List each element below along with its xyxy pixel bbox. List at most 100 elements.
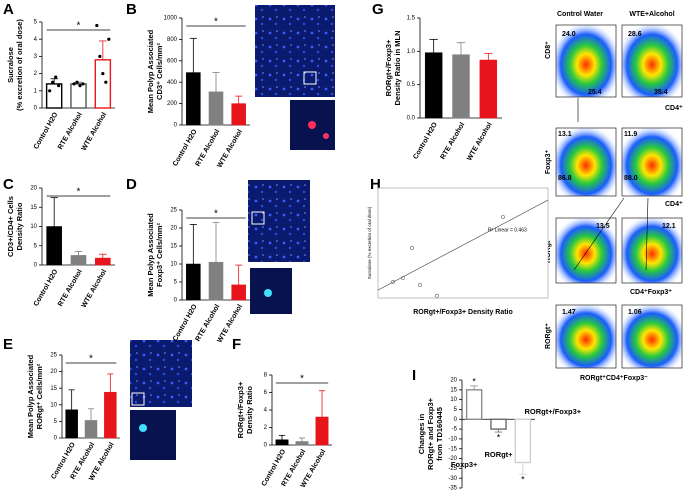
x-tick-label: Control H2O — [412, 121, 439, 161]
y-tick-label: 4 — [34, 37, 38, 43]
y-tick-label: 1.5 — [407, 16, 416, 22]
value-annotation: * — [497, 432, 501, 442]
flow-xlabel: CD4⁺ — [665, 105, 683, 112]
y-axis-label: CD3+/CD4+ Cells — [6, 196, 15, 257]
bar — [104, 391, 117, 439]
y-axis-label: RORgt+/Foxp3+ — [384, 39, 393, 96]
point — [418, 283, 422, 287]
y-tick-label: 600 — [167, 58, 178, 64]
y-tick-label: 6 — [264, 390, 268, 396]
bar — [94, 59, 112, 109]
gate: 28.6 — [628, 31, 642, 38]
y-tick-label: -35 — [448, 486, 457, 492]
annotation: R² Linear = 0.463 — [488, 227, 527, 233]
y-tick-label: 0 — [54, 436, 58, 442]
micrograph-b — [255, 5, 335, 150]
x-tick-label: RTE Alcohol — [195, 128, 222, 167]
y-tick-label: 20 — [50, 369, 57, 375]
y-axis-label: Density Ratio — [245, 386, 254, 434]
point — [95, 23, 99, 28]
y-tick-label: 20 — [170, 226, 177, 232]
bar — [275, 439, 289, 446]
panel-letter: D — [126, 176, 137, 193]
y-tick-label: 0 — [264, 443, 268, 449]
point — [391, 280, 395, 284]
y-tick-label: 800 — [167, 37, 178, 43]
bar — [424, 52, 443, 119]
y-tick-label: 2 — [34, 71, 38, 77]
y-axis-label: Sucralose (% excretion of oral dose) — [367, 206, 372, 279]
y-tick-label: 1000 — [164, 16, 178, 22]
x-tick-label: WTE Alcohol — [81, 268, 109, 309]
panel-letter: C — [3, 176, 14, 193]
point — [401, 276, 405, 280]
bar — [208, 261, 224, 301]
flow-plots — [555, 24, 683, 369]
flow-ylabel: RORgt⁺ — [545, 237, 552, 263]
flow-xlabel: CD4⁺Foxp3⁺ — [630, 289, 672, 296]
y-tick-label: 0 — [174, 123, 178, 129]
significance: * — [300, 374, 304, 385]
bar — [315, 416, 329, 446]
y-tick-label: 0.0 — [407, 116, 416, 122]
y-tick-label: 2 — [264, 425, 268, 431]
micrograph-d — [248, 180, 310, 314]
bar — [479, 59, 498, 119]
y-tick-label: 10 — [50, 402, 57, 408]
bar — [295, 441, 309, 446]
significance: * — [89, 354, 93, 365]
y-tick-label: 15 — [170, 244, 177, 250]
y-tick-label: 15 — [450, 387, 457, 393]
gate: 13.1 — [558, 131, 572, 138]
flow-column: WTE+Alcohol — [629, 11, 674, 18]
y-tick-label: 200 — [167, 101, 178, 107]
x-tick-label: WTE Alcohol — [81, 111, 109, 152]
bar — [70, 255, 87, 266]
y-tick-label: 0 — [34, 106, 38, 112]
flow-xlabel: RORgt⁺CD4⁺Foxp3⁻ — [580, 375, 648, 382]
panel-letter: I — [412, 367, 416, 384]
point — [410, 246, 414, 250]
flow-column: Control Water — [557, 11, 603, 18]
bar — [46, 226, 62, 266]
y-axis-label: RORgt+/Foxp3+ — [236, 381, 245, 438]
y-tick-label: 20 — [30, 186, 37, 192]
y-axis-label: RORgt+ and Foxp3+ — [426, 397, 435, 470]
gate: 35.4 — [654, 89, 668, 96]
plot-frame — [377, 187, 549, 299]
y-axis-label: from TD160445 — [435, 407, 444, 461]
bar — [231, 103, 246, 126]
point — [81, 82, 85, 86]
gate: 12.1 — [662, 223, 676, 230]
y-axis-label: Mean Polyp Associated — [146, 29, 155, 113]
micrograph-e — [130, 340, 192, 460]
bar — [45, 83, 63, 109]
gate: 25.4 — [588, 89, 602, 96]
significance: * — [214, 17, 218, 28]
point — [101, 72, 105, 76]
y-axis-label: Density Ratio — [15, 202, 24, 250]
x-tick-label: Control H2O — [33, 268, 60, 308]
x-tick-label: WTE Alcohol — [216, 128, 244, 169]
bar — [514, 418, 532, 464]
y-tick-label: 5 — [174, 280, 178, 286]
y-tick-label: 0 — [34, 263, 38, 269]
y-axis-label: (% excretion of oral dose) — [15, 19, 24, 111]
y-tick-label: 5 — [54, 419, 58, 425]
flow-ylabel: Foxp3⁺ — [545, 150, 552, 175]
point — [98, 54, 102, 59]
y-tick-label: 400 — [167, 80, 178, 86]
y-tick-label: 10 — [170, 262, 177, 268]
fit-line — [377, 199, 549, 291]
x-tick-label: Control H2O — [172, 128, 199, 168]
y-tick-label: 10 — [30, 224, 37, 230]
bar — [84, 420, 98, 439]
x-tick-label: WTE Alcohol — [466, 121, 494, 162]
y-tick-label: -15 — [448, 446, 457, 452]
y-axis-label: Mean Polyp Associated — [26, 354, 35, 438]
y-tick-label: -20 — [448, 456, 457, 462]
gate: 11.9 — [624, 131, 637, 138]
point — [501, 215, 505, 219]
point — [54, 75, 58, 79]
